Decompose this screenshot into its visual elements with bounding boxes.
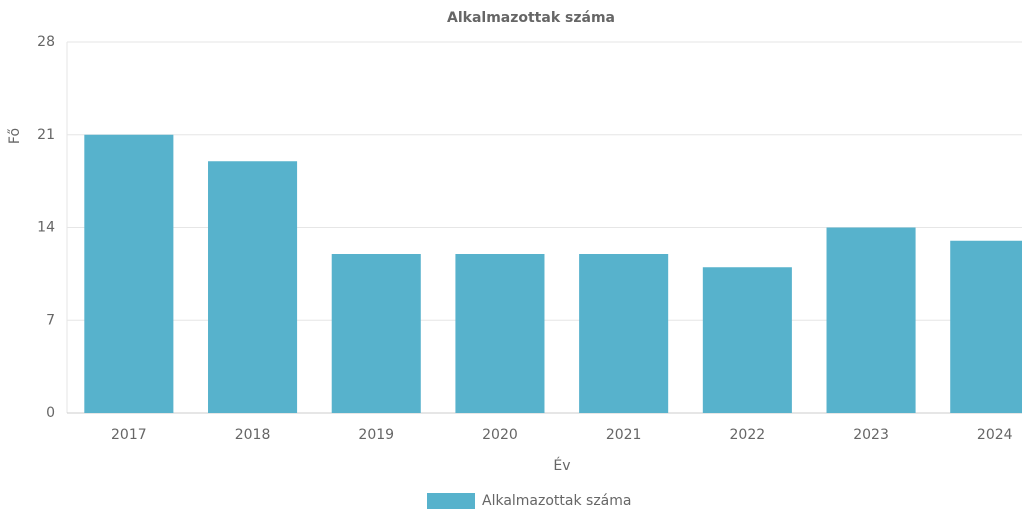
bar [826, 227, 916, 413]
x-tick-label: 2018 [235, 427, 271, 443]
x-axis-label: Év [553, 457, 570, 474]
y-tick-label: 28 [37, 34, 55, 50]
x-tick-label: 2022 [730, 427, 766, 443]
x-tick-label: 2023 [853, 427, 889, 443]
x-tick-label: 2020 [482, 427, 518, 443]
x-tick-label: 2024 [977, 427, 1013, 443]
bar [331, 254, 421, 413]
bar [950, 240, 1022, 413]
x-tick-label: 2017 [111, 427, 147, 443]
bar [208, 161, 298, 413]
y-axis-label: Fő [7, 128, 23, 144]
bar [579, 254, 669, 413]
y-tick-label: 0 [46, 405, 55, 421]
y-tick-label: 21 [37, 127, 55, 143]
legend-label: Alkalmazottak száma [482, 493, 631, 509]
x-tick-label: 2019 [358, 427, 394, 443]
x-tick-label: 2021 [606, 427, 642, 443]
chart-title: Alkalmazottak száma [447, 10, 615, 26]
bar [455, 254, 545, 413]
bar [84, 134, 174, 413]
y-tick-label: 7 [46, 312, 55, 328]
legend-swatch [427, 493, 475, 509]
y-tick-label: 14 [37, 220, 55, 236]
bar [702, 267, 792, 413]
